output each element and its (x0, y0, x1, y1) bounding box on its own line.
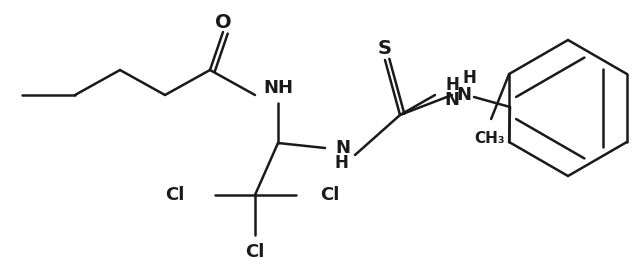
Text: Cl: Cl (245, 243, 265, 261)
Text: Cl: Cl (320, 186, 340, 204)
Text: S: S (378, 39, 392, 58)
Text: Cl: Cl (165, 186, 185, 204)
Text: H: H (462, 69, 476, 87)
Text: H: H (335, 154, 349, 172)
Text: O: O (214, 12, 231, 32)
Text: N: N (335, 139, 350, 157)
Text: CH₃: CH₃ (474, 131, 504, 146)
Text: N: N (456, 86, 471, 104)
Text: H: H (445, 76, 459, 94)
Text: N: N (445, 91, 460, 109)
Text: NH: NH (263, 79, 293, 97)
